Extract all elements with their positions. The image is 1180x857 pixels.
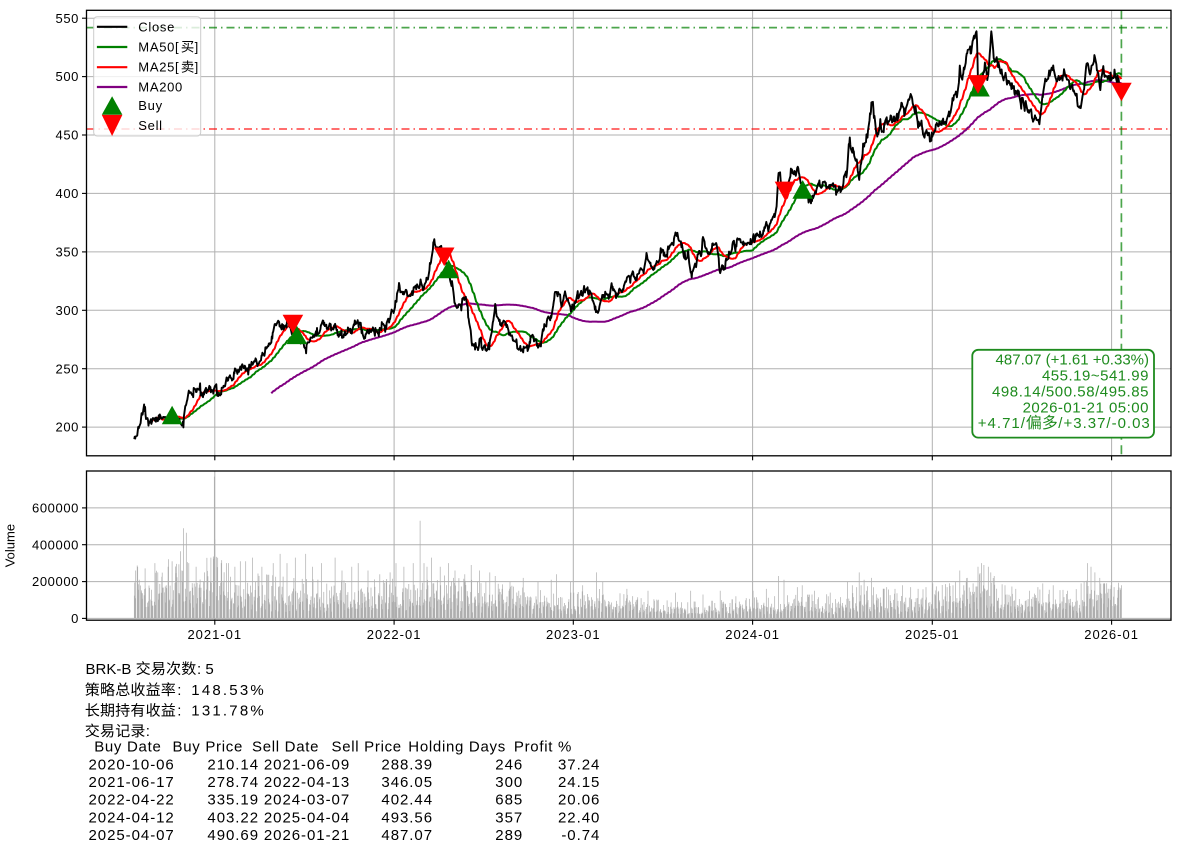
svg-text:2024-04-12: 2024-04-12 [89,809,175,826]
svg-text:2020-10-06: 2020-10-06 [89,756,175,773]
svg-text:487.07: 487.07 [381,827,433,844]
svg-text:Sell Date: Sell Date [252,738,319,755]
svg-text:300: 300 [56,303,80,318]
svg-text:2021-06-17: 2021-06-17 [89,774,175,791]
svg-text:2022-04-13: 2022-04-13 [264,774,350,791]
svg-text:Volume: Volume [3,524,18,567]
svg-text:Sell: Sell [138,118,162,133]
svg-text:/+3.37/-0.03: /+3.37/-0.03 [1058,415,1150,432]
svg-text::: : [146,723,150,740]
svg-text:498.14/500.58/495.85: 498.14/500.58/495.85 [992,383,1149,400]
svg-text:487.07 (+1.61 +0.33%): 487.07 (+1.61 +0.33%) [996,352,1149,369]
svg-text::: : [177,682,181,699]
svg-text:400000: 400000 [32,537,79,552]
svg-text:37.24: 37.24 [558,756,600,773]
svg-text:2022-04-22: 2022-04-22 [89,792,175,809]
svg-text:Buy Price: Buy Price [173,738,244,755]
svg-text:2026-01-21: 2026-01-21 [264,827,350,844]
svg-text:450: 450 [56,128,80,143]
svg-text:2026-01: 2026-01 [1084,627,1139,642]
svg-text:2025-04-04: 2025-04-04 [264,809,350,826]
svg-text:350: 350 [56,245,80,260]
svg-text:]: ] [195,40,199,55]
svg-text:250: 250 [56,361,80,376]
svg-text:685: 685 [495,792,523,809]
svg-text:278.74: 278.74 [207,774,259,791]
svg-text:288.39: 288.39 [381,756,433,773]
svg-text:Holding Days: Holding Days [408,738,506,755]
svg-text:2021-01: 2021-01 [187,627,242,642]
svg-text:BRK-B: BRK-B [86,661,132,678]
svg-text:-0.74: -0.74 [561,827,600,844]
svg-text:131.78%: 131.78% [191,703,266,720]
svg-text:200000: 200000 [32,574,79,589]
svg-text:403.22: 403.22 [207,809,259,826]
svg-text:20.06: 20.06 [558,792,600,809]
svg-text:246: 246 [495,756,523,773]
svg-text:]: ] [195,60,199,75]
svg-text:2026-01-21 05:00: 2026-01-21 05:00 [1023,399,1149,416]
svg-text:550: 550 [56,11,80,26]
svg-text:300: 300 [495,774,523,791]
svg-text:402.44: 402.44 [381,792,433,809]
svg-text:Profit %: Profit % [514,738,572,755]
svg-text:0: 0 [71,611,79,626]
svg-text:289: 289 [495,827,523,844]
svg-text:500: 500 [56,69,80,84]
svg-text:: 5: : 5 [197,661,214,678]
svg-text:335.19: 335.19 [207,792,259,809]
svg-text:400: 400 [56,186,80,201]
svg-text:MA50[: MA50[ [138,40,179,55]
svg-text:Buy Date: Buy Date [94,738,161,755]
svg-text:Sell Price: Sell Price [332,738,402,755]
svg-text:2025-04-07: 2025-04-07 [89,827,175,844]
svg-text:200: 200 [56,420,80,435]
svg-text:Buy: Buy [138,98,163,113]
svg-text:210.14: 210.14 [207,756,259,773]
svg-text::: : [177,703,181,720]
svg-text:2022-01: 2022-01 [367,627,422,642]
svg-text:490.69: 490.69 [207,827,259,844]
svg-text:2023-01: 2023-01 [546,627,601,642]
svg-text:2021-06-09: 2021-06-09 [264,756,350,773]
svg-text:2024-01: 2024-01 [725,627,780,642]
svg-text:455.19~541.99: 455.19~541.99 [1042,368,1149,385]
svg-text:24.15: 24.15 [558,774,600,791]
svg-text:493.56: 493.56 [381,809,433,826]
svg-text:2025-01: 2025-01 [905,627,960,642]
svg-text:MA25[: MA25[ [138,60,179,75]
svg-text:148.53%: 148.53% [191,682,266,699]
svg-text:357: 357 [495,809,523,826]
svg-text:346.05: 346.05 [381,774,433,791]
svg-text:Close: Close [138,19,175,34]
svg-text:MA200: MA200 [138,80,183,95]
svg-text:22.40: 22.40 [558,809,600,826]
svg-text:2024-03-07: 2024-03-07 [264,792,350,809]
svg-text:600000: 600000 [32,501,79,516]
svg-text:+4.71/: +4.71/ [978,415,1026,432]
